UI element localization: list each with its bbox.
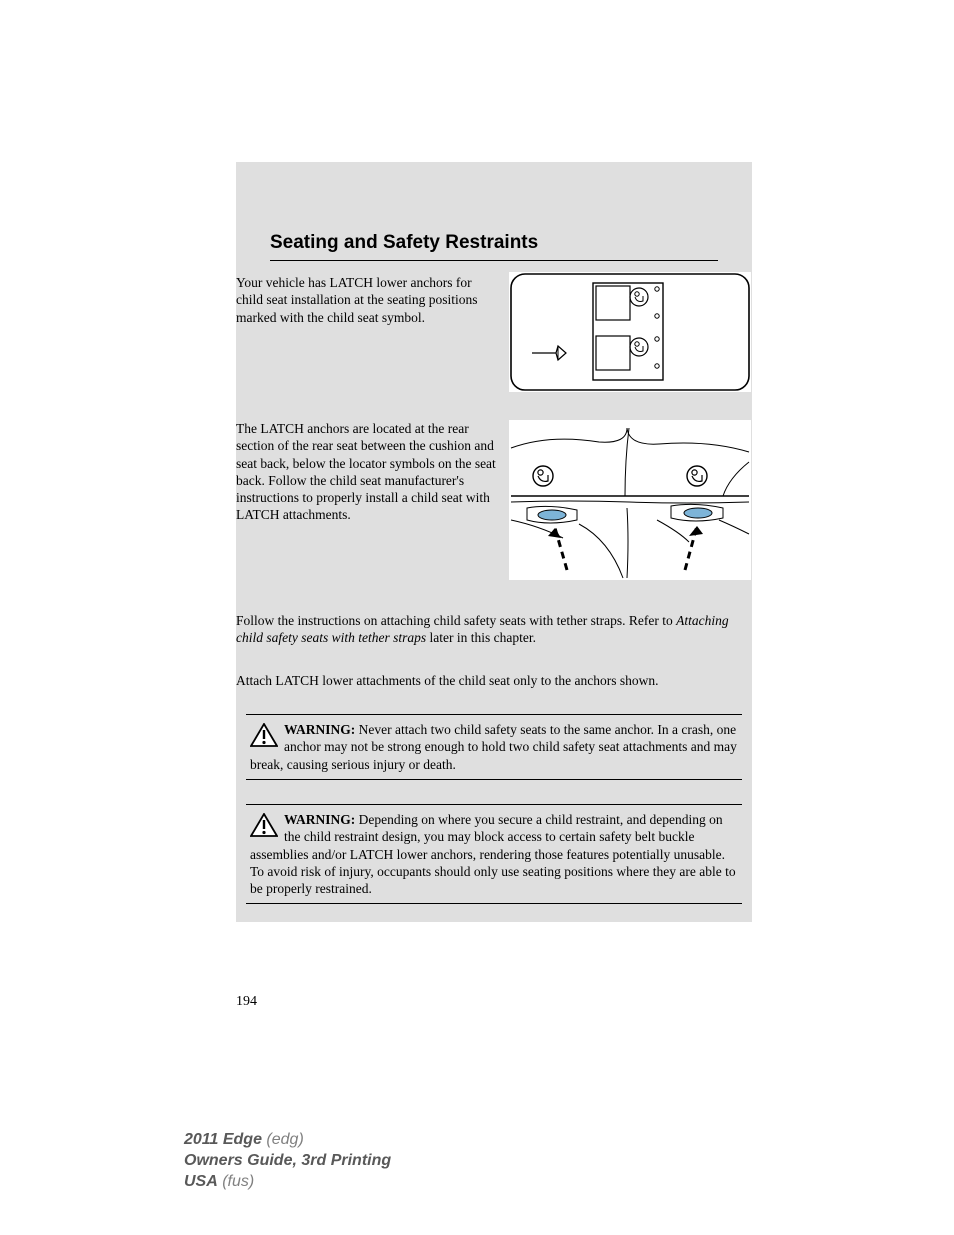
para3-c: later in this chapter. [426,630,536,645]
para3-a: Follow the instructions on attaching chi… [236,613,676,628]
warning-box-1: WARNING: Never attach two child safety s… [246,714,742,780]
footer-line3: USA (fus) [184,1172,391,1193]
footer-region-code: (fus) [218,1173,254,1190]
warning2-label: WARNING: [284,812,355,827]
footer-line2: Owners Guide, 3rd Printing [184,1151,391,1172]
page-number: 194 [236,994,257,1010]
footer-model: 2011 Edge [184,1131,262,1148]
footer-line1: 2011 Edge (edg) [184,1130,391,1151]
content-area: Seating and Safety Restraints Your vehic… [236,162,752,922]
diagram-seating-positions [509,272,751,392]
page-root: Seating and Safety Restraints Your vehic… [0,0,954,1235]
diagram-anchor-location [509,420,751,580]
warning-icon [250,813,278,837]
para-latch-intro: Your vehicle has LATCH lower anchors for… [236,274,498,326]
footer-region: USA [184,1173,218,1190]
para-tether-ref: Follow the instructions on attaching chi… [236,612,752,647]
para-attach-only: Attach LATCH lower attachments of the ch… [236,672,752,689]
footer-model-code: (edg) [262,1131,304,1148]
para-latch-location: The LATCH anchors are located at the rea… [236,420,498,524]
warning-icon [250,723,278,747]
warning-box-2: WARNING: Depending on where you secure a… [246,804,742,904]
section-header: Seating and Safety Restraints [270,232,718,261]
warning1-label: WARNING: [284,722,355,737]
footer: 2011 Edge (edg) Owners Guide, 3rd Printi… [184,1130,391,1192]
